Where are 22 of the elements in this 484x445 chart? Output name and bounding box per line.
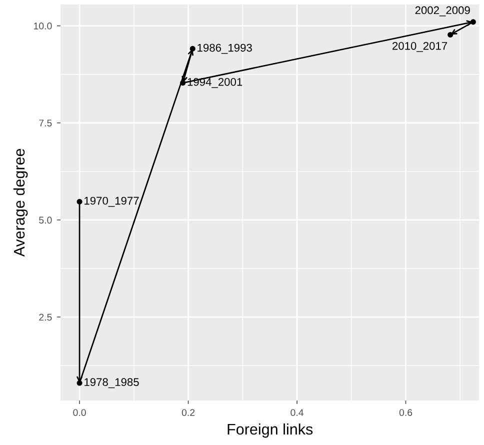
x-axis-title: Foreign links [228,423,313,438]
point [470,19,476,25]
x-tick-label: 0.2 [182,409,195,416]
x-tick-label: 0.4 [290,409,304,416]
y-tick-label: 10.0 [34,22,52,30]
point [190,46,196,52]
y-tick-label: 7.5 [39,120,52,126]
annotation: 1970_1977 [84,196,139,207]
annotation: 2010_2017 [392,42,448,52]
point [180,80,186,86]
point [448,32,454,38]
y-tick-label: 2.5 [39,314,52,321]
x-tick-label: 0.6 [399,409,412,416]
point [76,198,82,204]
point [76,380,82,386]
x-tick-label: 0.0 [73,409,86,416]
annotation: 1986_1993 [198,44,252,54]
y-axis-title: Average degree [13,148,28,257]
annotation: 1978_1985 [84,378,139,388]
y-tick-label: 5.0 [39,216,52,224]
annotation: 1994_2001 [188,78,242,88]
annotation: 2002_2009 [415,6,470,16]
